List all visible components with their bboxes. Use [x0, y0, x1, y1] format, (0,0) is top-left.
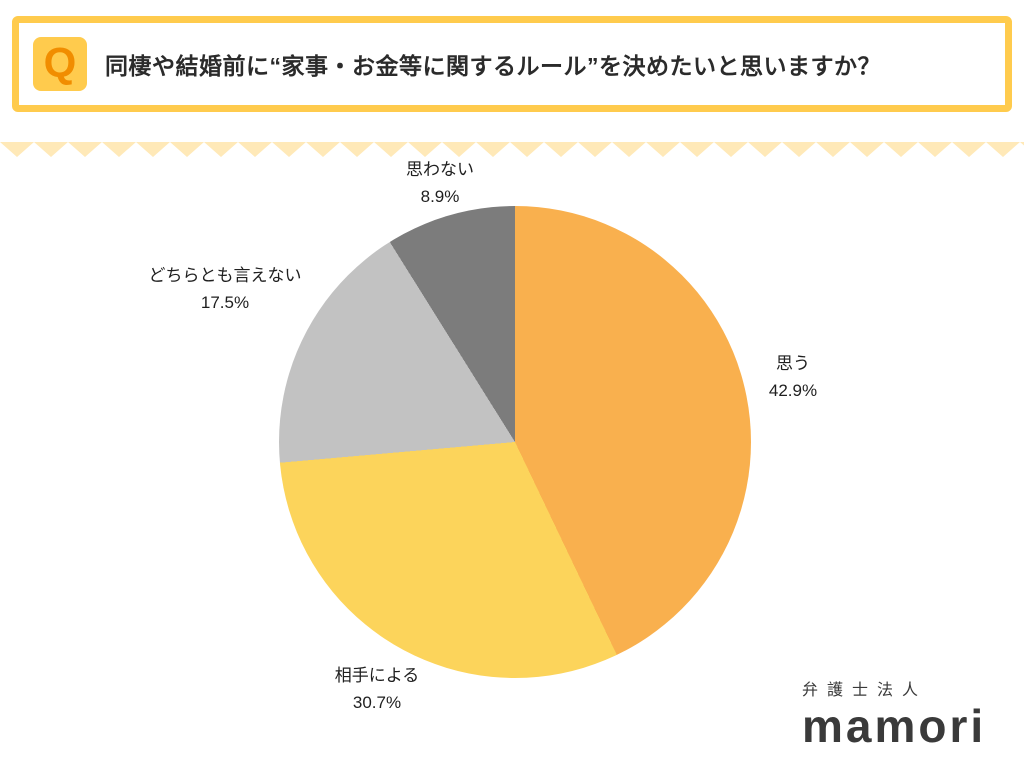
- pie-label-dochira: どちらとも言えない 17.5%: [105, 262, 345, 316]
- pie-label-omowanai: 思わない 8.9%: [370, 156, 510, 210]
- pie-label-aite: 相手による 30.7%: [297, 662, 457, 716]
- pie-label-text: 思う: [776, 354, 810, 373]
- pie-label-text: 思わない: [406, 160, 474, 179]
- pie-label-percent: 42.9%: [768, 381, 818, 400]
- pie-label-text: どちらとも言えない: [148, 266, 302, 285]
- logo-company-text: 弁護士法人: [802, 682, 928, 699]
- pie-label-omou: 思う 42.9%: [728, 350, 858, 404]
- q-badge: Q: [33, 37, 87, 91]
- question-banner: Q 同棲や結婚前に“家事・お金等に関するルール”を決めたいと思いますか？: [12, 16, 1012, 112]
- question-title: 同棲や結婚前に“家事・お金等に関するルール”を決めたいと思いますか？: [105, 53, 881, 79]
- q-letter: Q: [43, 39, 77, 86]
- mamori-logo: 弁護士法人 mamori: [802, 676, 1017, 753]
- pie-label-percent: 17.5%: [200, 293, 250, 312]
- zigzag-divider: [0, 142, 1024, 157]
- pie-label-percent: 8.9%: [420, 187, 460, 206]
- pie-label-text: 相手による: [334, 666, 420, 685]
- pie-chart: [279, 206, 751, 678]
- pie-label-percent: 30.7%: [352, 693, 402, 712]
- logo-brand-text: mamori: [802, 700, 987, 752]
